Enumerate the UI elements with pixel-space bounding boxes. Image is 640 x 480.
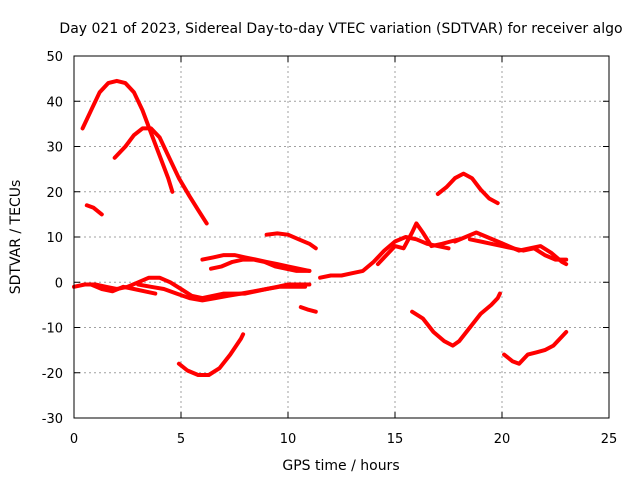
- series-arc-mid-zero: [136, 282, 308, 303]
- y-tick-label: 0: [55, 276, 63, 291]
- series-arc-peak-late: [435, 171, 500, 206]
- series-arc-high-1: [80, 78, 175, 194]
- series-arc-late-2: [467, 237, 569, 262]
- y-tick-label: 50: [46, 50, 63, 65]
- series-arc-short-1: [84, 203, 104, 217]
- x-tick-label: 0: [70, 432, 78, 447]
- series-arc-noon-3: [264, 231, 318, 251]
- series-arc-neg-3: [502, 330, 569, 366]
- x-tick-label: 25: [601, 432, 618, 447]
- x-tick-label: 20: [494, 432, 511, 447]
- series-arc-rise-2: [375, 221, 462, 267]
- x-tick-label: 10: [280, 432, 297, 447]
- tick-layer: 0 5 10 15 20 25 50 40 30 20 10 0 -10 -20 -30: [42, 50, 618, 447]
- series-arc-low-zero: [89, 282, 158, 296]
- y-tick-label: 40: [46, 95, 63, 110]
- y-tick-label: -20: [42, 367, 63, 382]
- y-tick-label: 10: [46, 231, 63, 246]
- series-arc-neg-1: [176, 332, 246, 377]
- x-tick-label: 15: [387, 432, 404, 447]
- series-layer: [72, 78, 569, 377]
- series-arc-neg-2: [410, 291, 502, 348]
- series-arc-noon-2: [209, 257, 312, 273]
- chart-title: Day 021 of 2023, Sidereal Day-to-day VTE…: [59, 21, 622, 37]
- series-arc-rise-1: [318, 235, 451, 280]
- series-arc-short-2: [298, 305, 318, 314]
- series-arc-high-2: [112, 126, 209, 226]
- grid-lines: [74, 56, 609, 418]
- y-tick-label: 30: [46, 141, 63, 156]
- y-axis-label: SDTVAR / TECUs: [8, 180, 24, 295]
- y-tick-label: 20: [46, 186, 63, 201]
- x-axis-label: GPS time / hours: [282, 458, 399, 474]
- x-tick-label: 5: [177, 432, 185, 447]
- y-tick-label: -30: [42, 412, 63, 427]
- y-tick-label: -10: [42, 322, 63, 337]
